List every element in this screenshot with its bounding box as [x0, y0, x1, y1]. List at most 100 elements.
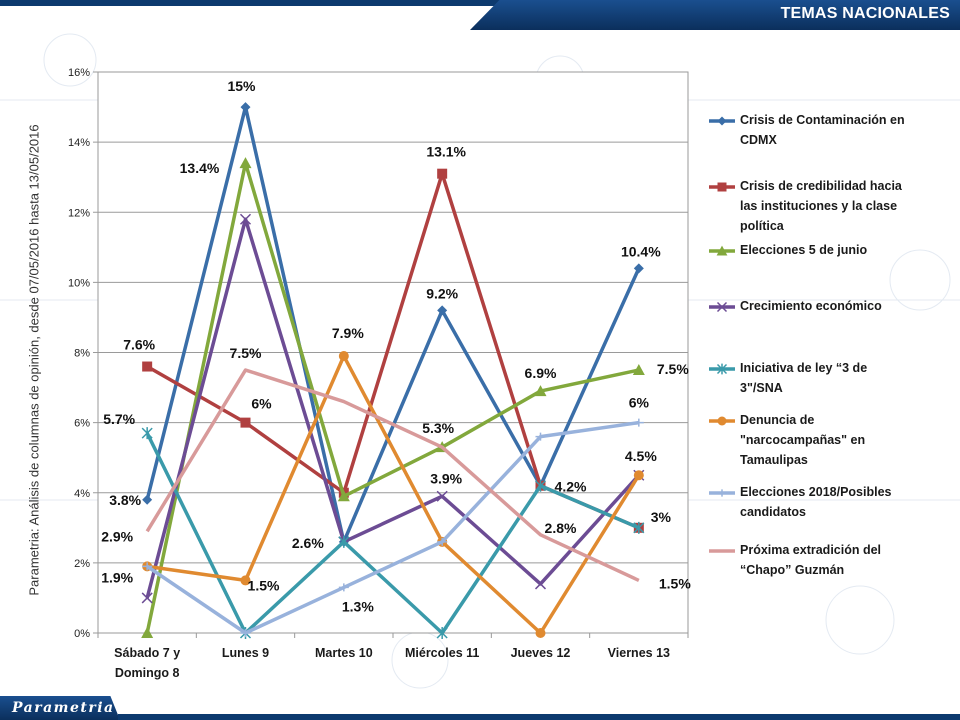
data-point — [716, 301, 728, 313]
data-label: 13.1% — [426, 144, 466, 160]
data-label: 2.6% — [292, 535, 324, 551]
y-tick-label: 4% — [74, 488, 90, 500]
legend-label: Denuncia de "narcocampañas" en Tamaulipas — [740, 413, 866, 467]
data-label: 7.5% — [657, 361, 689, 377]
data-label: 2.8% — [545, 520, 577, 536]
legend-label: Elecciones 2018/Posibles candidatos — [740, 485, 892, 519]
data-point — [632, 364, 645, 376]
data-label: 10.4% — [621, 243, 661, 259]
data-point — [717, 182, 727, 192]
data-point — [240, 629, 251, 637]
y-tick-label: 12% — [68, 207, 90, 219]
series-line — [145, 432, 640, 635]
footer-logo-text: Parametria — [12, 700, 115, 716]
data-label: 7.5% — [230, 345, 262, 361]
data-point — [437, 168, 448, 179]
series-5 — [142, 351, 644, 638]
data-point — [142, 494, 153, 505]
data-point — [337, 490, 350, 502]
data-point — [633, 521, 645, 534]
data-point — [633, 418, 644, 427]
gridlines — [97, 71, 689, 634]
data-label: 3.8% — [109, 492, 141, 508]
data-point — [717, 116, 727, 126]
legend-swatch — [709, 416, 735, 426]
data-point — [535, 628, 546, 638]
legend-swatch — [709, 489, 735, 497]
page-title: TEMAS NACIONALES — [780, 5, 950, 22]
series-line — [145, 161, 640, 634]
legend-swatch — [709, 182, 735, 192]
y-tick-label: 8% — [74, 348, 90, 360]
data-point — [633, 470, 644, 481]
series-line — [146, 354, 641, 635]
legend-label: Crecimiento económico — [740, 299, 882, 313]
axes: 0% 2% 4% 6% 8% 10% 12% 14% 16% Sábado 7 y Domingo … — [68, 67, 689, 680]
legend-swatch — [709, 363, 735, 375]
series-7 — [145, 368, 640, 582]
data-label: 2.9% — [101, 528, 133, 544]
series-line — [146, 420, 640, 635]
legend-swatch — [709, 245, 735, 256]
data-label: 3.9% — [430, 470, 462, 486]
data-label: 4.5% — [625, 448, 657, 464]
data-point — [436, 627, 448, 639]
x-tick-label: Lunes 9 — [222, 646, 269, 660]
data-label: 6% — [629, 395, 650, 411]
x-tick-label: Jueves 12 — [511, 646, 571, 660]
data-label: 7.6% — [123, 337, 155, 353]
data-point — [717, 489, 727, 497]
data-point — [338, 583, 349, 592]
data-point — [717, 416, 727, 426]
data-point — [239, 157, 252, 169]
data-point — [437, 537, 448, 546]
data-label: 1.3% — [342, 598, 374, 614]
footer-band — [118, 714, 960, 720]
data-label: 15% — [227, 78, 256, 94]
legend-label: Iniciativa de ley “3 de 3"/SNA — [740, 361, 868, 395]
legend-label: Próxima extradición del “Chapo” Guzmán — [740, 543, 882, 577]
data-label: 1.9% — [101, 569, 133, 585]
y-tick-label: 16% — [68, 67, 90, 79]
data-point — [240, 102, 251, 113]
x-tick-label: Viernes 13 — [608, 646, 670, 660]
data-point — [142, 562, 153, 571]
data-labels: 3.8% 15% 9.2% 10.4% 7.6% 6% 13.1% 4.2% 3% 13.4% 5.… — [101, 78, 691, 614]
data-point — [141, 592, 153, 604]
data-label: 1.5% — [248, 577, 280, 593]
data-point — [534, 385, 547, 397]
data-label: 6.9% — [525, 365, 557, 381]
data-point — [436, 490, 448, 502]
data-point — [633, 263, 644, 274]
data-label: 1.5% — [659, 575, 691, 591]
series-6 — [142, 418, 644, 637]
data-point — [240, 417, 251, 428]
legend-swatch — [709, 301, 735, 313]
data-point — [141, 627, 154, 638]
data-label: 3% — [651, 509, 672, 525]
y-tick-label: 10% — [68, 277, 90, 289]
x-tick-label: Martes 10 — [315, 646, 373, 660]
series-2 — [141, 157, 645, 638]
data-point — [338, 535, 350, 548]
data-point — [141, 427, 153, 440]
data-label: 6% — [251, 396, 272, 412]
data-label: 9.2% — [426, 285, 458, 301]
footer-logo: Parametria — [0, 696, 120, 720]
y-tick-label: 14% — [68, 137, 90, 149]
data-point — [534, 479, 547, 492]
y-tick-label: 0% — [74, 628, 90, 640]
data-point — [716, 363, 728, 375]
data-point — [437, 305, 448, 316]
header-banner: TEMAS NACIONALES — [470, 0, 960, 30]
top-band — [0, 0, 960, 6]
data-point — [716, 245, 728, 256]
legend-swatch — [709, 116, 735, 126]
data-point — [534, 578, 547, 590]
y-tick-label: 6% — [74, 418, 90, 430]
legend-label: Crisis de Contaminación en CDMX — [740, 113, 905, 147]
x-tick-label: Miércoles 11 — [405, 646, 479, 660]
y-tick-label: 2% — [74, 558, 90, 570]
data-point — [142, 361, 153, 372]
